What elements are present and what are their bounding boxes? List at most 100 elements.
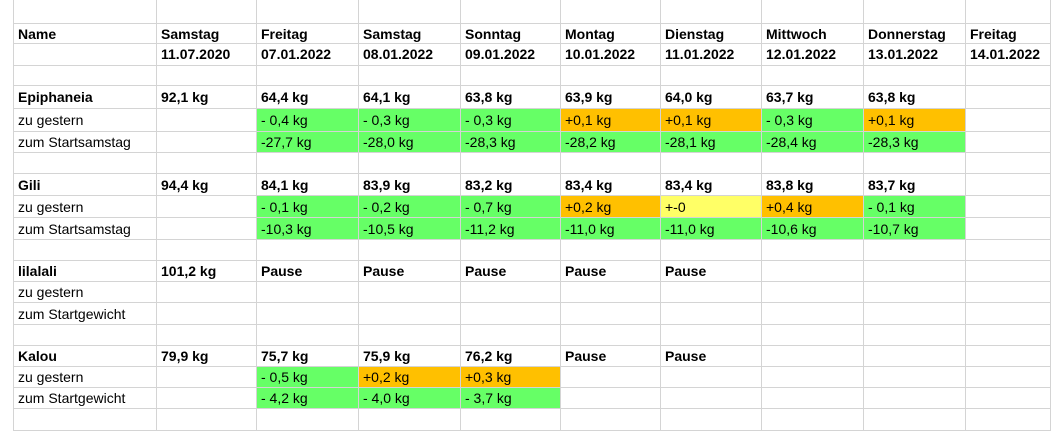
cell-r16-c0[interactable]: Kalou (14, 346, 157, 367)
cell-r16-c4[interactable]: 76,2 kg (461, 346, 561, 367)
cell-r10-c9[interactable] (966, 218, 1051, 240)
cell-r3-c2[interactable] (257, 66, 359, 86)
cell-r6-c4[interactable]: -28,3 kg (461, 132, 561, 153)
cell-r4-c2[interactable]: 64,4 kg (257, 86, 359, 109)
cell-r5-c3[interactable]: - 0,3 kg (359, 109, 461, 132)
cell-r15-c3[interactable] (359, 325, 461, 346)
cell-r16-c9[interactable] (966, 346, 1051, 367)
cell-r5-c4[interactable]: - 0,3 kg (461, 109, 561, 132)
cell-r12-c6[interactable]: Pause (661, 261, 762, 282)
cell-r17-c0[interactable]: zu gestern (14, 367, 157, 388)
cell-r0-c2[interactable] (257, 0, 359, 24)
cell-r19-c0[interactable] (14, 409, 157, 431)
cell-r12-c8[interactable] (864, 261, 966, 282)
cell-r1-c8[interactable]: Donnerstag (864, 24, 966, 44)
cell-r17-c6[interactable] (661, 367, 762, 388)
cell-r12-c5[interactable]: Pause (561, 261, 661, 282)
cell-r8-c2[interactable]: 84,1 kg (257, 174, 359, 196)
cell-r11-c4[interactable] (461, 240, 561, 261)
cell-r8-c9[interactable] (966, 174, 1051, 196)
cell-r3-c5[interactable] (561, 66, 661, 86)
cell-r7-c1[interactable] (157, 153, 257, 174)
cell-r13-c0[interactable]: zu gestern (14, 282, 157, 303)
cell-r18-c7[interactable] (762, 388, 864, 409)
cell-r6-c2[interactable]: -27,7 kg (257, 132, 359, 153)
cell-r0-c1[interactable] (157, 0, 257, 24)
cell-r1-c3[interactable]: Samstag (359, 24, 461, 44)
cell-r16-c5[interactable]: Pause (561, 346, 661, 367)
cell-r13-c9[interactable] (966, 282, 1051, 303)
cell-r7-c5[interactable] (561, 153, 661, 174)
cell-r9-c4[interactable]: - 0,7 kg (461, 196, 561, 218)
cell-r14-c8[interactable] (864, 303, 966, 325)
cell-r7-c9[interactable] (966, 153, 1051, 174)
cell-r14-c6[interactable] (661, 303, 762, 325)
cell-r9-c1[interactable] (157, 196, 257, 218)
cell-r9-c0[interactable]: zu gestern (14, 196, 157, 218)
cell-r11-c2[interactable] (257, 240, 359, 261)
cell-r1-c2[interactable]: Freitag (257, 24, 359, 44)
cell-r12-c9[interactable] (966, 261, 1051, 282)
cell-r4-c7[interactable]: 63,7 kg (762, 86, 864, 109)
cell-r10-c8[interactable]: -10,7 kg (864, 218, 966, 240)
cell-r2-c0[interactable] (14, 44, 157, 66)
cell-r14-c9[interactable] (966, 303, 1051, 325)
cell-r15-c0[interactable] (14, 325, 157, 346)
cell-r11-c9[interactable] (966, 240, 1051, 261)
cell-r9-c6[interactable]: +-0 (661, 196, 762, 218)
cell-r15-c2[interactable] (257, 325, 359, 346)
cell-r5-c2[interactable]: - 0,4 kg (257, 109, 359, 132)
cell-r13-c1[interactable] (157, 282, 257, 303)
cell-r15-c7[interactable] (762, 325, 864, 346)
cell-r19-c2[interactable] (257, 409, 359, 431)
cell-r4-c6[interactable]: 64,0 kg (661, 86, 762, 109)
cell-r1-c1[interactable]: Samstag (157, 24, 257, 44)
cell-r18-c9[interactable] (966, 388, 1051, 409)
cell-r14-c5[interactable] (561, 303, 661, 325)
cell-r1-c4[interactable]: Sonntag (461, 24, 561, 44)
cell-r19-c3[interactable] (359, 409, 461, 431)
cell-r3-c1[interactable] (157, 66, 257, 86)
cell-r12-c1[interactable]: 101,2 kg (157, 261, 257, 282)
cell-r2-c2[interactable]: 07.01.2022 (257, 44, 359, 66)
cell-r8-c1[interactable]: 94,4 kg (157, 174, 257, 196)
cell-r9-c7[interactable]: +0,4 kg (762, 196, 864, 218)
cell-r17-c9[interactable] (966, 367, 1051, 388)
cell-r12-c4[interactable]: Pause (461, 261, 561, 282)
cell-r11-c1[interactable] (157, 240, 257, 261)
cell-r10-c4[interactable]: -11,2 kg (461, 218, 561, 240)
cell-r18-c8[interactable] (864, 388, 966, 409)
cell-r2-c8[interactable]: 13.01.2022 (864, 44, 966, 66)
cell-r1-c5[interactable]: Montag (561, 24, 661, 44)
cell-r9-c9[interactable] (966, 196, 1051, 218)
cell-r12-c7[interactable] (762, 261, 864, 282)
cell-r15-c1[interactable] (157, 325, 257, 346)
cell-r15-c4[interactable] (461, 325, 561, 346)
cell-r7-c3[interactable] (359, 153, 461, 174)
cell-r7-c8[interactable] (864, 153, 966, 174)
cell-r1-c6[interactable]: Dienstag (661, 24, 762, 44)
cell-r2-c7[interactable]: 12.01.2022 (762, 44, 864, 66)
cell-r4-c1[interactable]: 92,1 kg (157, 86, 257, 109)
cell-r1-c9[interactable]: Freitag (966, 24, 1051, 44)
cell-r8-c7[interactable]: 83,8 kg (762, 174, 864, 196)
cell-r3-c3[interactable] (359, 66, 461, 86)
cell-r6-c3[interactable]: -28,0 kg (359, 132, 461, 153)
cell-r5-c0[interactable]: zu gestern (14, 109, 157, 132)
cell-r1-c0[interactable]: Name (14, 24, 157, 44)
cell-r11-c6[interactable] (661, 240, 762, 261)
cell-r14-c0[interactable]: zum Startgewicht (14, 303, 157, 325)
cell-r19-c4[interactable] (461, 409, 561, 431)
cell-r16-c8[interactable] (864, 346, 966, 367)
cell-r18-c3[interactable]: - 4,0 kg (359, 388, 461, 409)
cell-r2-c1[interactable]: 11.07.2020 (157, 44, 257, 66)
cell-r6-c6[interactable]: -28,1 kg (661, 132, 762, 153)
cell-r0-c8[interactable] (864, 0, 966, 24)
cell-r5-c9[interactable] (966, 109, 1051, 132)
cell-r18-c2[interactable]: - 4,2 kg (257, 388, 359, 409)
cell-r17-c5[interactable] (561, 367, 661, 388)
cell-r0-c0[interactable] (14, 0, 157, 24)
cell-r8-c8[interactable]: 83,7 kg (864, 174, 966, 196)
cell-r13-c5[interactable] (561, 282, 661, 303)
cell-r4-c0[interactable]: Epiphaneia (14, 86, 157, 109)
